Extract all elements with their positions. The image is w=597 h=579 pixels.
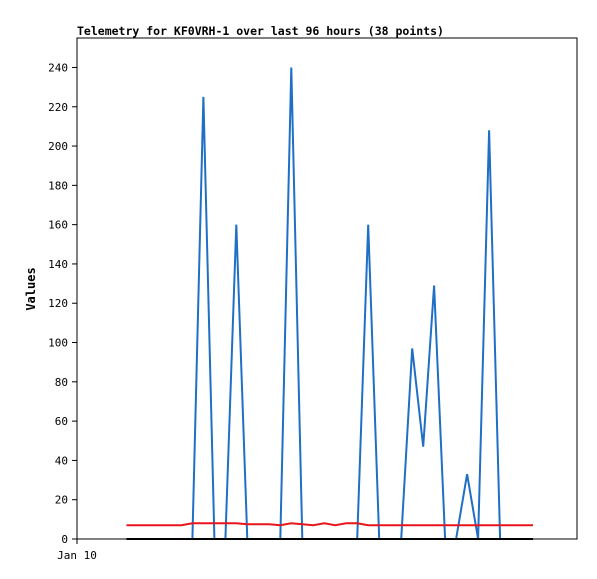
y-tick-label: 160 bbox=[48, 219, 68, 232]
y-tick-label: 0 bbox=[61, 533, 68, 546]
y-tick-label: 40 bbox=[55, 454, 68, 467]
y-axis-label: Values bbox=[24, 267, 38, 310]
y-tick-label: 220 bbox=[48, 101, 68, 114]
y-tick-label: 80 bbox=[55, 376, 68, 389]
x-tick-label: Jan 10 bbox=[57, 549, 97, 562]
y-tick-label: 120 bbox=[48, 297, 68, 310]
y-tick-label: 20 bbox=[55, 494, 68, 507]
y-tick-label: 240 bbox=[48, 61, 68, 74]
series-line-2 bbox=[126, 522, 533, 527]
series-layer bbox=[126, 67, 533, 540]
y-tick-label: 180 bbox=[48, 179, 68, 192]
x-axis: Jan 10 bbox=[57, 539, 97, 562]
chart-title: Telemetry for KF0VRH-1 over last 96 hour… bbox=[77, 24, 444, 38]
y-axis: 0 20 40 60 80 100 120 140 160 180 200 220 240 bbox=[48, 61, 77, 546]
y-tick-label: 100 bbox=[48, 337, 68, 350]
y-tick-label: 200 bbox=[48, 140, 68, 153]
y-tick-label: 140 bbox=[48, 258, 68, 271]
y-tick-label: 60 bbox=[55, 415, 68, 428]
